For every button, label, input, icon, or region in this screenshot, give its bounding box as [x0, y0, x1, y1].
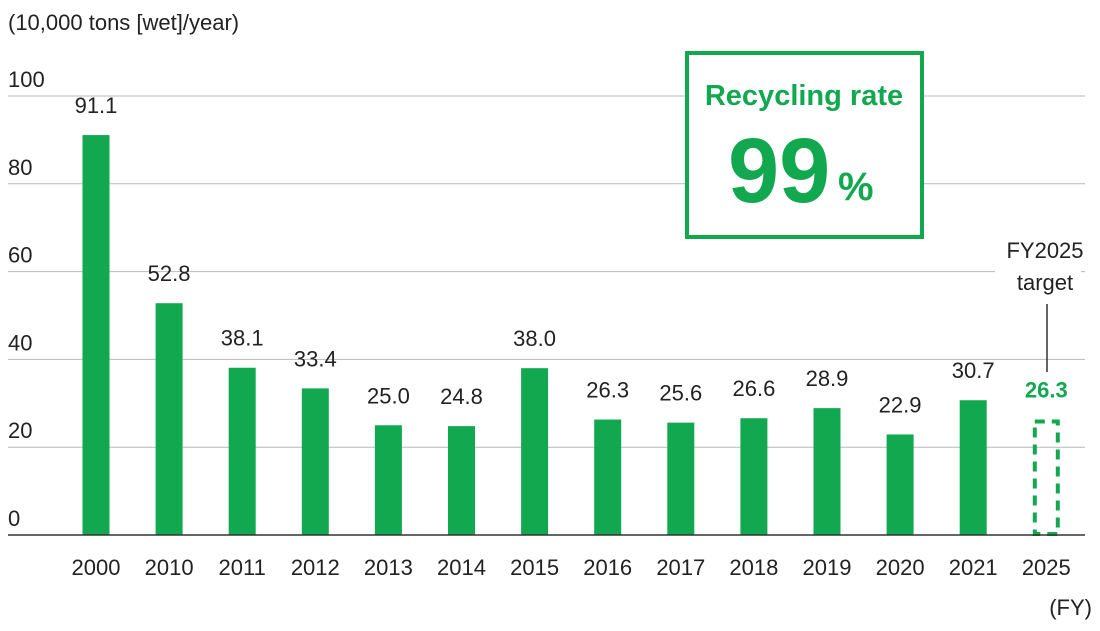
bar	[813, 408, 841, 535]
x-tick-label: 2019	[803, 555, 852, 580]
y-tick-label: 60	[8, 243, 32, 268]
y-tick-label: 20	[8, 418, 32, 443]
x-tick-label: 2013	[364, 555, 413, 580]
value-label: 22.9	[879, 392, 922, 417]
bar	[521, 368, 549, 535]
value-label: 26.3	[586, 378, 629, 403]
x-tick-label: 2025	[1022, 555, 1071, 580]
x-tick-label: 2018	[729, 555, 778, 580]
value-label: 91.1	[75, 93, 118, 118]
bar	[82, 135, 110, 536]
value-label: 52.8	[148, 261, 191, 286]
value-labels: 91.1 52.8 38.1 33.4 25.0 24.8 38.0 26.3 25.6 26.6…	[75, 93, 1068, 417]
y-axis-unit-label: (10,000 tons [wet]/year)	[8, 10, 239, 35]
bar	[959, 400, 987, 535]
x-tick-label: 2015	[510, 555, 559, 580]
y-tick-label: 40	[8, 330, 32, 355]
x-tick-label: 2016	[583, 555, 632, 580]
y-tick-label: 0	[8, 506, 20, 531]
x-tick-label: 2000	[72, 555, 121, 580]
value-label: 26.6	[732, 376, 775, 401]
target-note-background	[995, 240, 1081, 298]
bar	[667, 422, 695, 535]
target-note-line1: FY2025	[1006, 238, 1083, 263]
bar	[886, 434, 914, 535]
bar	[301, 388, 329, 535]
x-axis-labels: 2000 2010 2011 2012 2013 2014 2015 2016 2017 2018…	[72, 555, 1071, 580]
x-tick-label: 2012	[291, 555, 340, 580]
target-annotation: FY2025 target	[995, 238, 1084, 372]
x-tick-label: 2010	[145, 555, 194, 580]
recycling-rate-frame	[685, 51, 924, 239]
value-label: 33.4	[294, 346, 337, 371]
value-label: 30.7	[952, 358, 995, 383]
bar	[374, 425, 402, 535]
value-label: 28.9	[806, 366, 849, 391]
target-note-line2: target	[1017, 270, 1073, 295]
bar	[228, 367, 256, 535]
value-label: 24.8	[440, 384, 483, 409]
x-tick-label: 2014	[437, 555, 486, 580]
recycling-rate-value: 99	[728, 120, 830, 222]
value-label: 25.0	[367, 383, 410, 408]
bars	[82, 135, 1060, 536]
x-tick-label: 2011	[219, 555, 266, 580]
bar	[740, 418, 768, 535]
x-tick-label: 2020	[876, 555, 925, 580]
y-axis-ticks: 0 20 40 60 80 100	[8, 67, 45, 531]
target-value-label: 26.3	[1025, 378, 1068, 403]
y-tick-label: 100	[8, 67, 45, 92]
y-tick-label: 80	[8, 155, 32, 180]
recycling-rate-box: Recycling rate 99 %	[685, 51, 924, 239]
value-label: 25.6	[659, 381, 702, 406]
recycling-rate-percent: %	[838, 165, 874, 209]
value-label: 38.0	[513, 326, 556, 351]
bar	[594, 419, 622, 535]
bar	[448, 426, 475, 535]
recycling-rate-title: Recycling rate	[705, 80, 903, 112]
x-tick-label: 2021	[949, 555, 998, 580]
x-axis-unit-label: (FY)	[1049, 595, 1092, 620]
value-label: 38.1	[221, 326, 264, 351]
bar-target	[1032, 419, 1060, 536]
bar	[155, 303, 183, 535]
x-tick-label: 2017	[656, 555, 705, 580]
